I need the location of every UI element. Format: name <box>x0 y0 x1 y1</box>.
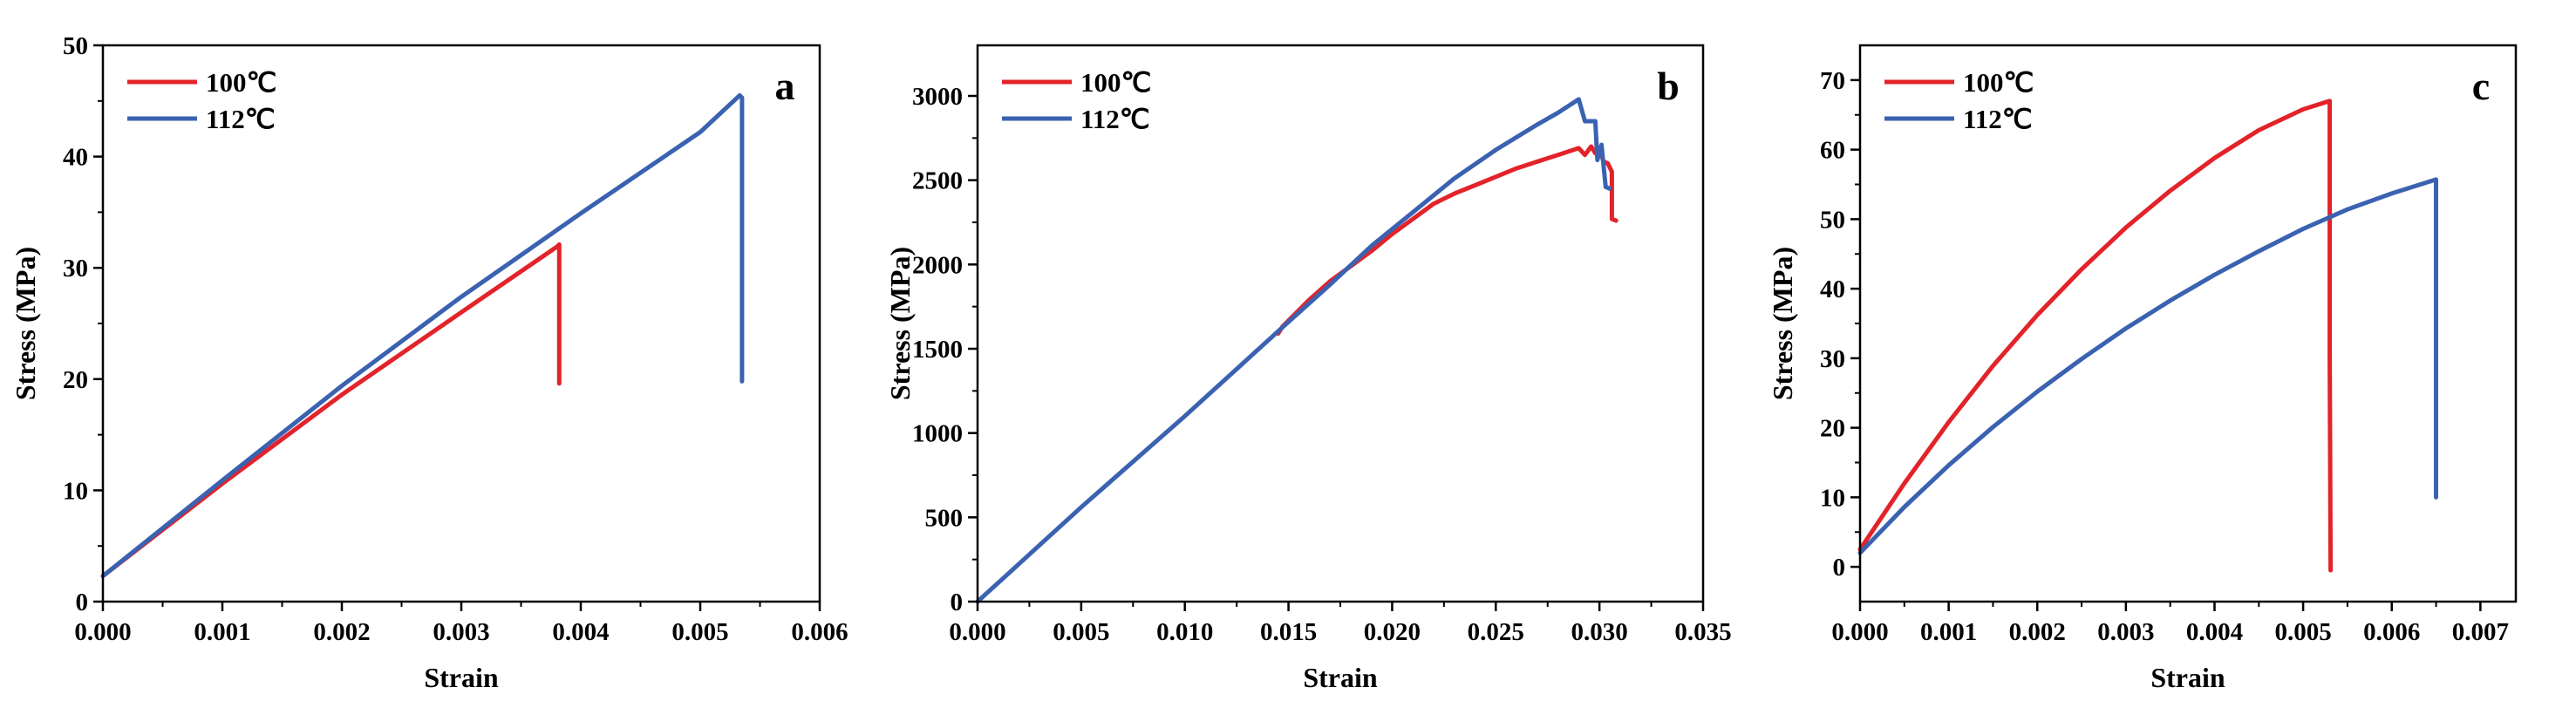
x-tick-label: 0.035 <box>1674 618 1731 646</box>
y-axis-label: Stress (MPa) <box>1767 247 1798 400</box>
series-line-100c <box>1857 99 2334 573</box>
y-axis-label: Stress (MPa) <box>884 247 916 400</box>
y-tick-label: 60 <box>1820 137 1845 165</box>
x-tick-label: 0.004 <box>552 618 609 646</box>
y-tick-label: 20 <box>63 366 88 394</box>
panel-letter: c <box>2472 64 2490 108</box>
y-tick-label: 0 <box>951 589 964 616</box>
series-line-100c <box>100 242 562 579</box>
x-axis-label: Strain <box>424 662 499 693</box>
y-tick-label: 20 <box>1820 415 1845 443</box>
y-tick-label: 0 <box>1833 554 1846 582</box>
panel-c: 0.000 0.001 0.002 0.003 0.004 0.005 0.006 0.007… <box>1767 44 2518 693</box>
x-tick-label: 0.006 <box>791 618 848 646</box>
y-tick-label: 2500 <box>912 167 963 195</box>
y-tick-label: 40 <box>1820 276 1845 303</box>
x-tick-label: 0.002 <box>313 618 370 646</box>
panel-letter: b <box>1657 64 1680 108</box>
legend-label-112c: 112℃ <box>1963 104 2033 134</box>
x-axis-label: Strain <box>1303 662 1378 693</box>
y-tick-label: 30 <box>1820 345 1845 373</box>
x-tick-label: 0.007 <box>2452 618 2509 646</box>
y-tick-label: 30 <box>63 255 88 282</box>
y-tick-label: 500 <box>925 504 964 532</box>
x-tick-label: 0.030 <box>1571 618 1628 646</box>
x-tick-label: 0.000 <box>74 618 131 646</box>
y-tick-label: 0 <box>76 589 89 616</box>
series-line-112c <box>100 92 745 579</box>
y-tick-label: 1500 <box>912 336 963 364</box>
x-tick-label: 0.005 <box>2274 618 2331 646</box>
x-tick-label: 0.015 <box>1260 618 1317 646</box>
series-line-112c <box>975 97 1612 604</box>
x-tick-label: 0.000 <box>1831 618 1888 646</box>
x-tick-label: 0.006 <box>2363 618 2420 646</box>
panel-a: 0.000 0.001 0.002 0.003 0.004 0.005 0.006 0 10 20… <box>10 32 848 693</box>
x-tick-label: 0.025 <box>1468 618 1524 646</box>
x-tick-label: 0.001 <box>194 618 250 646</box>
panel-letter: a <box>775 64 795 108</box>
y-tick-label: 1000 <box>912 420 963 448</box>
x-tick-label: 0.005 <box>1053 618 1109 646</box>
x-tick-label: 0.003 <box>433 618 489 646</box>
series-line-112c <box>1857 177 2438 555</box>
y-axis-label: Stress (MPa) <box>10 247 41 400</box>
y-tick-label: 3000 <box>912 83 963 111</box>
legend-label-112c: 112℃ <box>206 104 276 134</box>
legend-label-100c: 100℃ <box>206 67 276 98</box>
x-tick-label: 0.010 <box>1156 618 1213 646</box>
series-line-100c <box>1276 144 1619 337</box>
x-tick-label: 0.004 <box>2186 618 2243 646</box>
legend-label-112c: 112℃ <box>1080 104 1150 134</box>
y-tick-label: 10 <box>63 477 88 505</box>
x-tick-label: 0.000 <box>949 618 1005 646</box>
y-tick-label: 2000 <box>912 251 963 279</box>
x-tick-label: 0.020 <box>1364 618 1421 646</box>
x-tick-label: 0.002 <box>2009 618 2066 646</box>
y-tick-label: 50 <box>1820 206 1845 234</box>
panel-b: 0.000 0.005 0.010 0.015 0.020 0.025 0.030 0.035… <box>884 44 1732 693</box>
x-axis-label: Strain <box>2150 662 2225 693</box>
y-tick-label: 10 <box>1820 484 1845 512</box>
y-tick-label: 50 <box>63 32 88 60</box>
x-tick-label: 0.005 <box>671 618 728 646</box>
legend-label-100c: 100℃ <box>1963 67 2034 98</box>
x-tick-label: 0.001 <box>1920 618 1977 646</box>
legend-label-100c: 100℃ <box>1080 67 1151 98</box>
plot-frame <box>1858 44 2518 603</box>
x-tick-label: 0.003 <box>2097 618 2154 646</box>
y-tick-label: 40 <box>63 144 88 172</box>
y-tick-label: 70 <box>1820 67 1845 95</box>
